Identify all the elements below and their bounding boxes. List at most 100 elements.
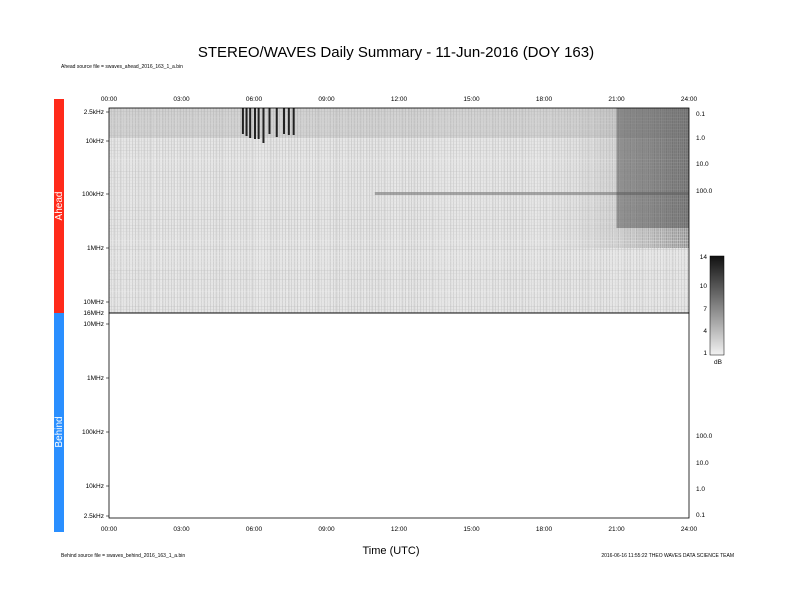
colorbar-gradient — [709, 255, 725, 356]
spectrogram-column — [263, 108, 264, 313]
spectrogram-column — [405, 108, 406, 313]
spectrogram-column — [683, 108, 684, 313]
radio-burst — [241, 108, 244, 134]
spectrogram-band — [109, 210, 689, 211]
spectrogram-column — [559, 108, 560, 313]
spectrogram-band — [109, 213, 689, 214]
spectrogram-column — [299, 108, 300, 313]
spectrogram-column — [287, 108, 288, 313]
spectrogram-column — [463, 108, 464, 313]
spectrogram-column — [201, 108, 202, 313]
spectrogram-band — [109, 132, 689, 133]
behind-right-tick-3: 0.1 — [696, 512, 705, 519]
spectrogram-column — [443, 108, 444, 313]
spectrogram-column — [163, 108, 164, 313]
spectrogram-column — [199, 108, 200, 313]
spectrogram-column — [277, 108, 278, 313]
spectrogram-band — [109, 168, 689, 169]
spectrogram-column — [569, 108, 570, 313]
spectrogram-band — [109, 312, 689, 313]
spectrogram-column — [271, 108, 272, 313]
spectrogram-column — [571, 108, 572, 313]
spectrogram-column — [363, 108, 364, 313]
spectrogram-band — [109, 267, 689, 268]
spectrogram-column — [315, 108, 316, 313]
ahead-y-tick-1: 10kHz — [86, 138, 104, 145]
spectrogram-column — [585, 108, 586, 313]
spectrogram-column — [393, 108, 394, 313]
bottom-x-axis: 00:00 03:00 06:00 09:00 12:00 15:00 18:0… — [101, 526, 698, 533]
spectrogram-column — [389, 108, 390, 313]
spectrogram-column — [575, 108, 576, 313]
spectrogram-column — [587, 108, 588, 313]
spectrogram-column — [417, 108, 418, 313]
spectrogram-column — [157, 108, 158, 313]
spectrogram-column — [217, 108, 218, 313]
spectrogram-column — [567, 108, 568, 313]
spectrogram-column — [313, 108, 314, 313]
spectrogram-column — [355, 108, 356, 313]
spectrogram-column — [557, 108, 558, 313]
spectrogram-column — [177, 108, 178, 313]
ahead-spectrogram — [109, 108, 689, 313]
spectrogram-column — [631, 108, 632, 313]
spectrogram-column — [161, 108, 162, 313]
spectrogram-column — [147, 108, 148, 313]
spectrogram-column — [603, 108, 604, 313]
colorbar-tick-1: 1 — [703, 350, 707, 357]
ahead-source-label: Ahead source file = swaves_ahead_2016_16… — [61, 64, 183, 70]
ahead-sidebar — [54, 99, 64, 313]
spectrogram-column — [477, 108, 478, 313]
spectrogram-column — [499, 108, 500, 313]
behind-sidebar — [54, 313, 64, 532]
spectrogram-column — [379, 108, 380, 313]
spectrogram-band — [109, 303, 689, 304]
top-x-tick-2: 06:00 — [246, 96, 263, 103]
spectrogram-column — [195, 108, 196, 313]
credit-label: 2016-06-16 11:55:22 THEO WAVES DATA SCIE… — [601, 553, 734, 559]
spectrogram-column — [457, 108, 458, 313]
spectrogram-column — [623, 108, 624, 313]
ahead-right-y-axis: 0.1 1.0 10.0 100.0 — [696, 111, 713, 195]
spectrogram-band — [109, 300, 689, 301]
spectrogram-column — [281, 108, 282, 313]
spectrogram-column — [523, 108, 524, 313]
spectrogram-column — [465, 108, 466, 313]
ahead-panel-label: Ahead — [54, 192, 65, 221]
spectrogram-column — [545, 108, 546, 313]
spectrogram-band — [109, 309, 689, 310]
spectrogram-column — [425, 108, 426, 313]
spectrogram-column — [231, 108, 232, 313]
spectrogram-column — [153, 108, 154, 313]
ahead-y-tick-4: 10MHz — [83, 299, 104, 306]
spectrogram-column — [111, 108, 112, 313]
ahead-right-tick-0: 0.1 — [696, 111, 705, 118]
spectrogram-column — [319, 108, 320, 313]
spectrogram-column — [649, 108, 650, 313]
spectrogram-column — [433, 108, 434, 313]
spectrogram-column — [685, 108, 686, 313]
spectrogram-column — [579, 108, 580, 313]
bottom-x-tick-5: 15:00 — [463, 526, 480, 533]
spectrogram-column — [353, 108, 354, 313]
behind-y-tick-2: 100kHz — [82, 429, 104, 436]
radio-burst — [292, 108, 295, 135]
spectrogram-band — [109, 108, 689, 109]
spectrogram-column — [659, 108, 660, 313]
spectrogram-column — [223, 108, 224, 313]
spectrogram-column — [547, 108, 548, 313]
spectrogram-column — [675, 108, 676, 313]
spectrogram-column — [251, 108, 252, 313]
spectrogram-column — [351, 108, 352, 313]
spectrogram-column — [615, 108, 616, 313]
top-x-tick-4: 12:00 — [391, 96, 408, 103]
spectrogram-column — [529, 108, 530, 313]
spectrogram-column — [431, 108, 432, 313]
spectrogram-column — [383, 108, 384, 313]
spectrogram-column — [261, 108, 262, 313]
spectrogram-column — [167, 108, 168, 313]
bottom-x-tick-4: 12:00 — [391, 526, 408, 533]
spectrogram-band — [109, 183, 689, 184]
spectrogram-column — [429, 108, 430, 313]
